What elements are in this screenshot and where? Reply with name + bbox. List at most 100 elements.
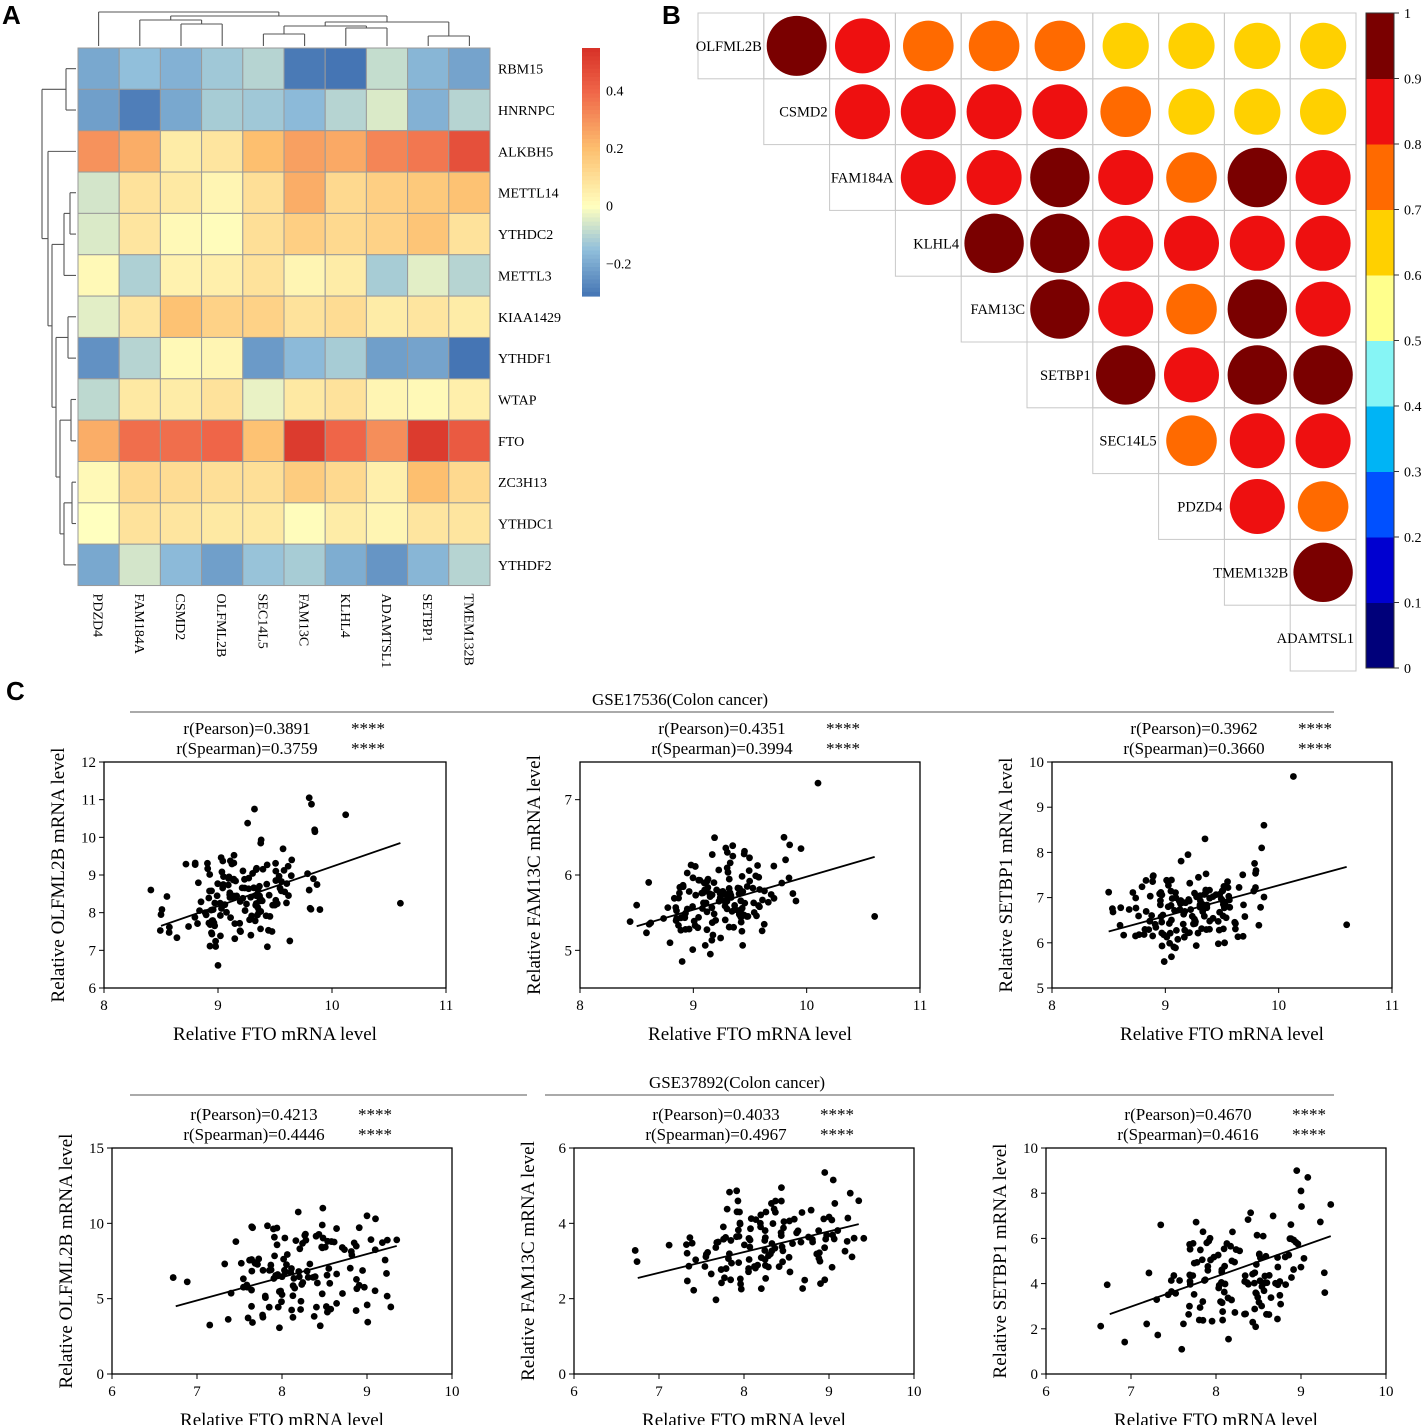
heatmap-cell [77,47,120,90]
x-tick-label: 8 [278,1384,286,1400]
scatter-point [1167,887,1175,895]
scatter-point [307,905,315,913]
scatter-point [245,874,253,882]
scatter-point [820,1215,828,1223]
scatter-point [690,917,698,925]
scatter-point [1232,1246,1240,1253]
heatmap-cell [324,212,367,256]
corr-circle [1102,22,1149,69]
scatter-point [736,1220,744,1228]
scatter-point [254,1260,261,1268]
scatter-point [831,1200,839,1207]
heatmap-cell [407,336,450,380]
heatmap-cell [159,419,203,462]
scatter-point [276,1324,283,1332]
heatmap-cell [448,254,491,297]
scatter-point [1164,878,1172,886]
spearman-label: r(Spearman)=0.3660 [1123,739,1264,758]
scatter-point [247,931,255,939]
scatter-point [1252,1289,1260,1297]
scatter-point [733,1187,741,1195]
colorbar-tick-label: 0.4 [606,84,624,99]
corr-circle [968,20,1020,72]
scatter-point [1188,912,1196,920]
y-tick-label: 7 [565,793,573,809]
heatmap-cell [324,47,367,90]
scatter-point [745,1234,753,1242]
heatmap-cell [407,212,450,256]
scatter-point [735,1259,743,1267]
scatter-point [683,1277,691,1285]
corr-colorbar-tick-label: 0.6 [1404,269,1422,284]
heatmap-row-label: ZC3H13 [498,476,547,491]
x-tick-label: 10 [1379,1384,1394,1400]
colorbar-segment [582,97,600,103]
scatter-point [1218,1266,1226,1274]
scatter-point [308,800,315,808]
heatmap-column-label: PDZD4 [90,594,105,638]
scatter-point [727,1237,735,1244]
scatter-point [1234,933,1242,941]
scatter-point [695,876,703,884]
x-axis-label: Relative FTO mRNA level [180,1410,384,1425]
scatter-point [848,1253,856,1261]
corr-variable-label: FAM184A [831,171,894,187]
scatter-point [1252,869,1259,877]
heatmap-column-label: FAM184A [131,594,146,655]
corr-variable-label: PDZD4 [1177,500,1223,516]
scatter-point [1240,901,1247,909]
scatter-point [387,1303,395,1311]
heatmap-cell [242,88,285,132]
scatter-point [341,1246,348,1253]
scatter-point [294,1208,302,1216]
scatter-point [276,884,284,892]
colorbar-segment [582,114,600,119]
scatter-point [1196,1246,1204,1254]
scatter-point [673,915,681,922]
scatter-point [717,934,725,942]
scatter-point [1193,1259,1201,1266]
heatmap-cell [242,378,285,421]
panel-letter-b: B [662,0,681,30]
scatter-point [777,1197,785,1205]
colorbar-segment [582,155,600,161]
heatmap-cell [365,130,409,173]
scatter-point [1255,921,1263,929]
scatter-point [688,1239,696,1247]
scatter-point [815,1249,823,1257]
scatter-point [326,1279,334,1287]
y-tick-label: 12 [81,755,96,771]
scatter-point [208,929,215,937]
scatter-point [871,913,879,920]
scatter-point [761,1247,769,1254]
x-tick-label: 11 [439,998,453,1014]
scatter-point [208,917,216,925]
x-tick-label: 10 [325,998,340,1014]
corr-circle [964,213,1024,273]
y-axis-label: Relative SETBP1 mRNA level [996,758,1017,993]
scatter-point [1219,887,1227,895]
pearson-label: r(Pearson)=0.4033 [652,1105,779,1124]
colorbar-segment [582,188,600,194]
scatter-point [383,1270,390,1277]
corr-circle [1300,22,1347,69]
heatmap-cell [365,295,409,338]
scatter-point [1109,905,1116,913]
heatmap-cell [283,171,326,214]
heatmap-cell [365,419,409,462]
scatter-point [273,1224,281,1232]
heatmap-cell [159,461,203,504]
pearson-stars: **** [1292,1105,1326,1124]
scatter-point [265,1303,273,1311]
scatter-point [799,1285,807,1292]
scatter-point [767,891,775,898]
scatter-point [664,904,672,912]
corr-label-cell [1289,604,1357,672]
corr-circle [766,15,827,76]
corr-colorbar-segment [1366,275,1394,341]
colorbar-tick-label: 0.2 [606,142,624,157]
scatter-point [750,899,758,907]
scatter-point [236,919,244,927]
heatmap-cell [324,419,367,462]
heatmap-cell [77,336,120,380]
